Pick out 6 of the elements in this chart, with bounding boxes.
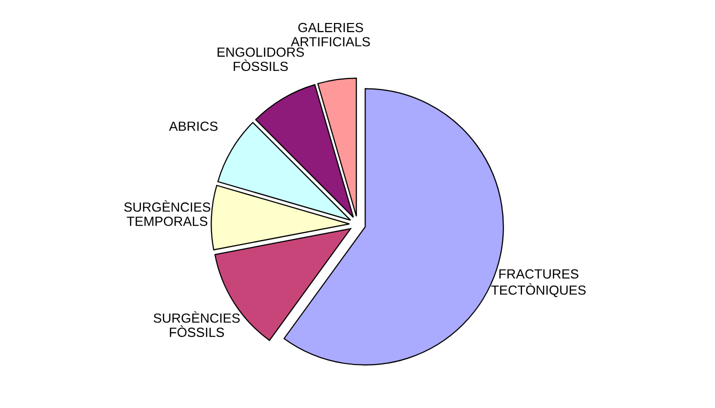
slice-label: ENGOLIDORS FÒSSILS [218,47,304,72]
slice-label: ABRICS [169,122,218,131]
slice-label: SURGÈNCIES TEMPORALS [124,200,210,226]
slice-label: SURGÈNCIES FÒSSILS [154,311,240,338]
slice-label: FRACTURES TECTÒNIQUES [491,269,586,298]
slice-label: GALERIES ARTIFICIALS [290,22,370,46]
